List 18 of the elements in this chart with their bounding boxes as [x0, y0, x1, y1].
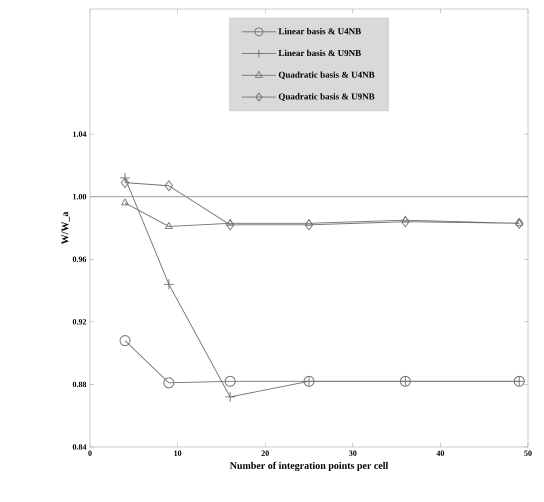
x-tick-label: 10 — [174, 450, 182, 456]
y-tick-label: 0.92 — [72, 319, 86, 325]
x-tick-label: 20 — [262, 450, 269, 456]
legend-label: Quadratic basis & U9NB — [278, 93, 374, 101]
y-tick-label: 1.04 — [73, 131, 86, 137]
y-axis-title: W/W_a — [62, 212, 70, 244]
y-tick-label: 0.96 — [72, 256, 86, 262]
y-tick-label: 0.88 — [72, 382, 86, 388]
x-tick-label: 40 — [436, 450, 444, 456]
x-tick-label: 0 — [88, 450, 92, 456]
x-tick-label: 30 — [349, 450, 356, 456]
legend-label: Linear basis & U9NB — [278, 50, 361, 56]
y-tick-label: 1.00 — [73, 194, 86, 200]
legend-label: Linear basis & U4NB — [278, 28, 361, 34]
x-axis-title: Number of integration points per cell — [230, 462, 388, 472]
y-tick-label: 0.84 — [72, 444, 86, 450]
x-tick-label: 50 — [524, 450, 532, 456]
legend-label: Quadratic basis & U4NB — [278, 71, 374, 80]
